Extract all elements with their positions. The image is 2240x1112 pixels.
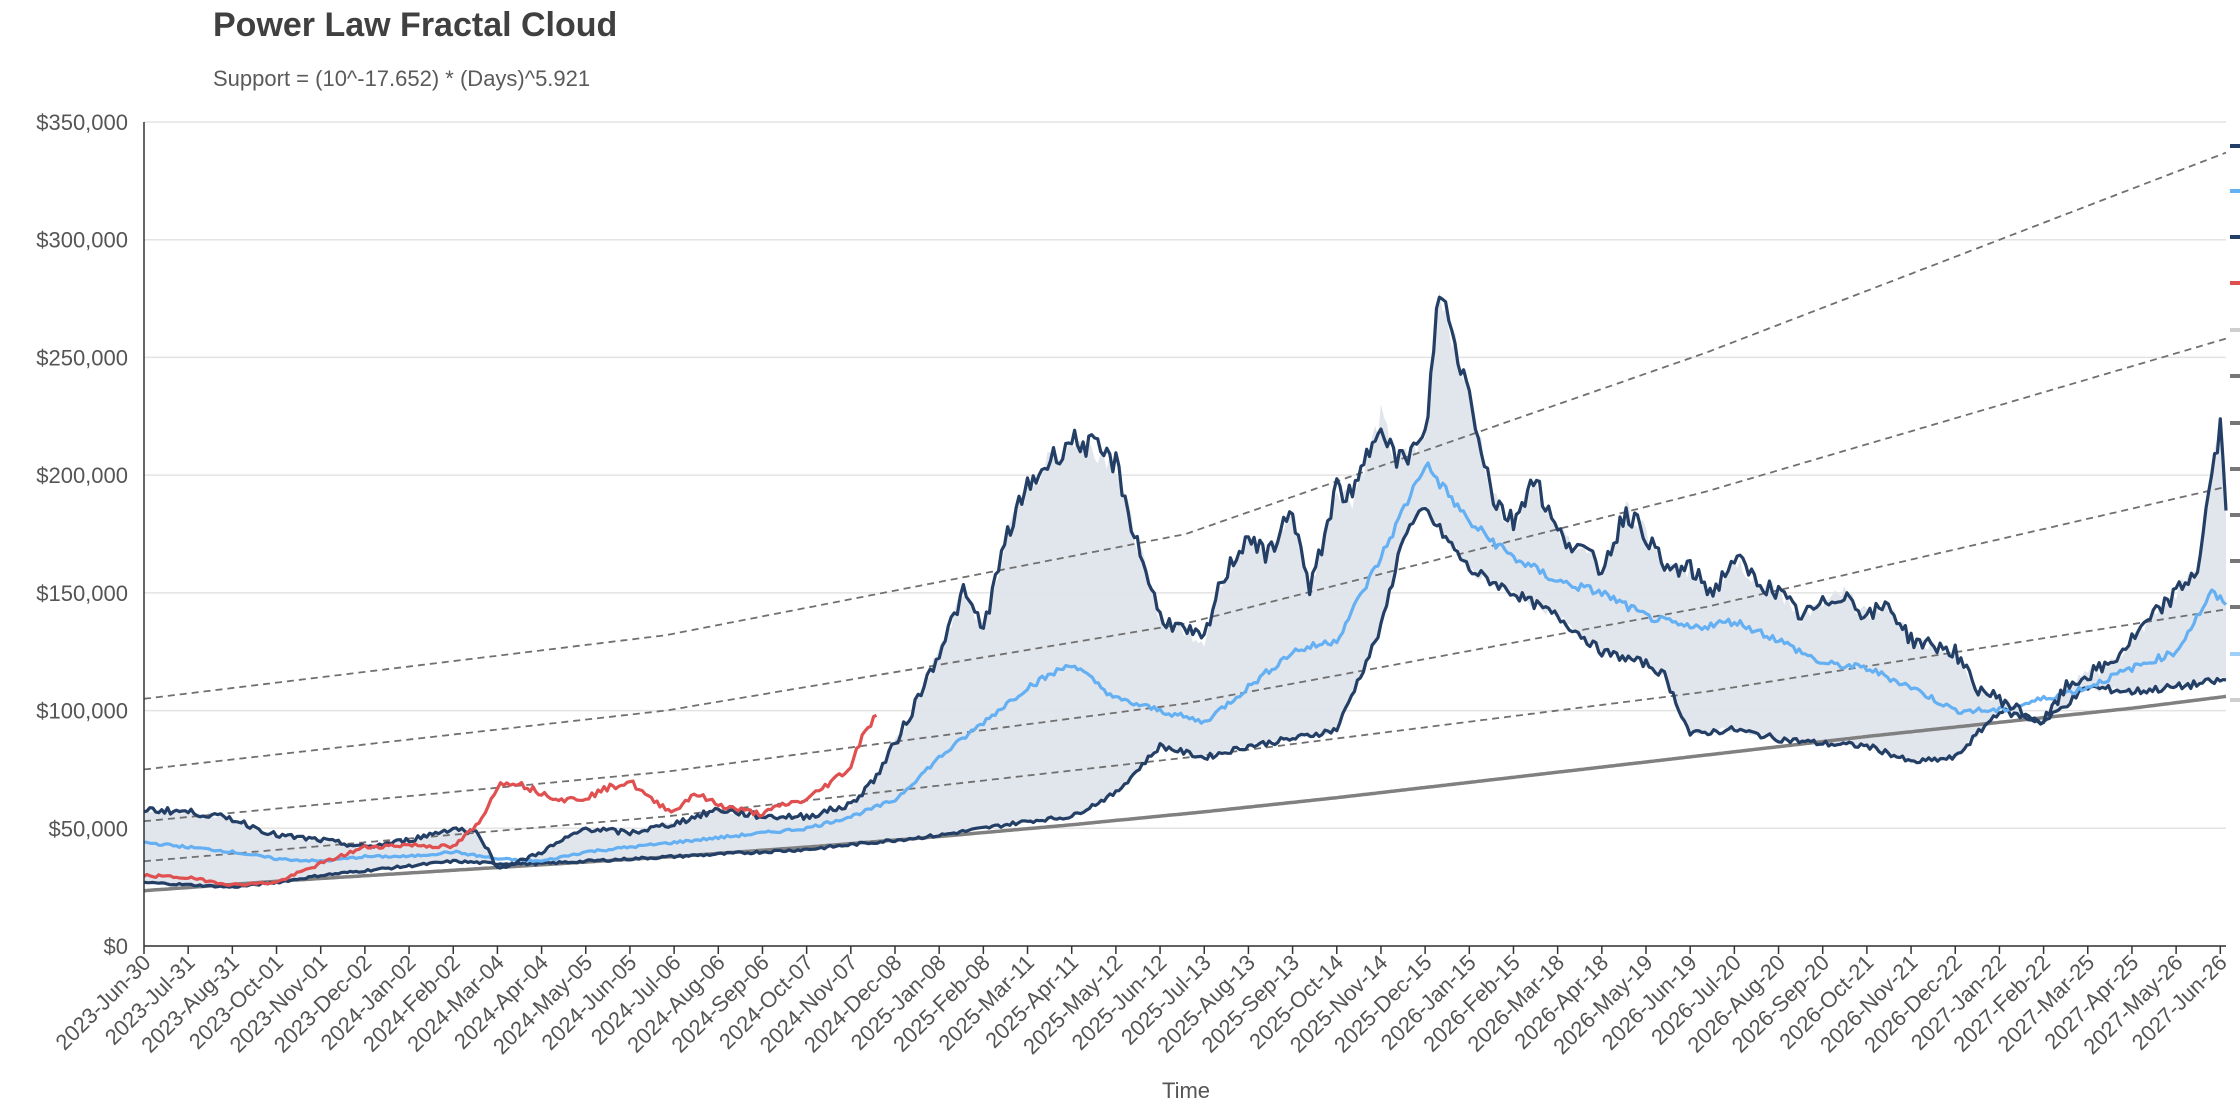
chart-title: Power Law Fractal Cloud — [213, 6, 618, 44]
y-tick-label: $0 — [104, 934, 128, 959]
power-law-band-line — [143, 151, 2227, 700]
power-law-band-line — [143, 608, 2227, 863]
y-tick-label: $350,000 — [36, 110, 128, 135]
actual-price-line — [143, 713, 878, 887]
power-law-band-line — [143, 337, 2227, 771]
upper-envelope-line — [143, 295, 2228, 870]
y-tick-label: $100,000 — [36, 699, 128, 724]
chart-subtitle: Support = (10^-17.652) * (Days)^5.921 — [213, 66, 591, 91]
y-tick-label: $50,000 — [48, 816, 128, 841]
y-tick-label: $150,000 — [36, 581, 128, 606]
y-tick-label: $300,000 — [36, 228, 128, 253]
y-tick-label: $250,000 — [36, 345, 128, 370]
power-law-band-line — [143, 486, 2227, 823]
y-tick-label: $200,000 — [36, 463, 128, 488]
lower-envelope-line — [143, 506, 2227, 889]
support-line — [143, 694, 2227, 893]
fractal-cloud-area — [144, 290, 2226, 888]
x-axis-label: Time — [1162, 1078, 1210, 1103]
